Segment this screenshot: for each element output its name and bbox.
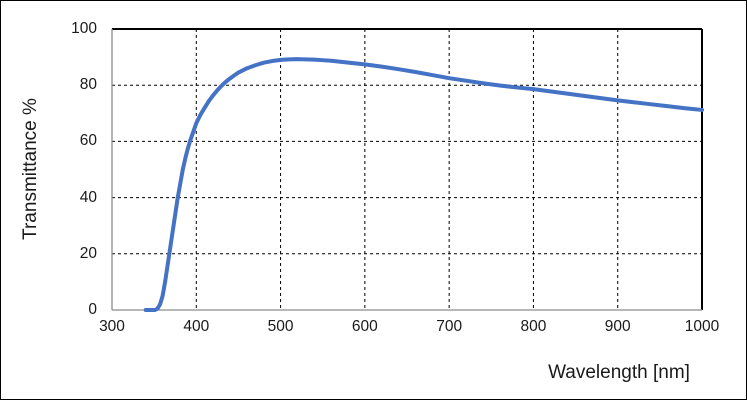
y-axis-title: Transmittance % <box>20 98 41 240</box>
y-tick-label: 0 <box>88 301 97 318</box>
x-tick-label: 900 <box>604 318 631 335</box>
x-tick-label: 800 <box>520 318 547 335</box>
y-tick-label: 20 <box>79 244 97 262</box>
x-tick-label: 700 <box>436 318 463 335</box>
y-tick-label: 100 <box>71 20 97 37</box>
x-tick-label: 600 <box>351 318 378 335</box>
x-axis-title: Wavelength [nm] <box>548 362 690 383</box>
x-tick-label: 1000 <box>684 318 720 335</box>
y-tick-label: 80 <box>79 76 97 94</box>
y-tick-label: 40 <box>79 188 97 206</box>
x-tick-label: 300 <box>99 318 125 335</box>
x-tick-label: 500 <box>267 318 294 335</box>
x-tick-label: 400 <box>183 318 210 335</box>
transmittance-curve <box>143 57 704 312</box>
y-tick-label: 60 <box>79 132 97 150</box>
